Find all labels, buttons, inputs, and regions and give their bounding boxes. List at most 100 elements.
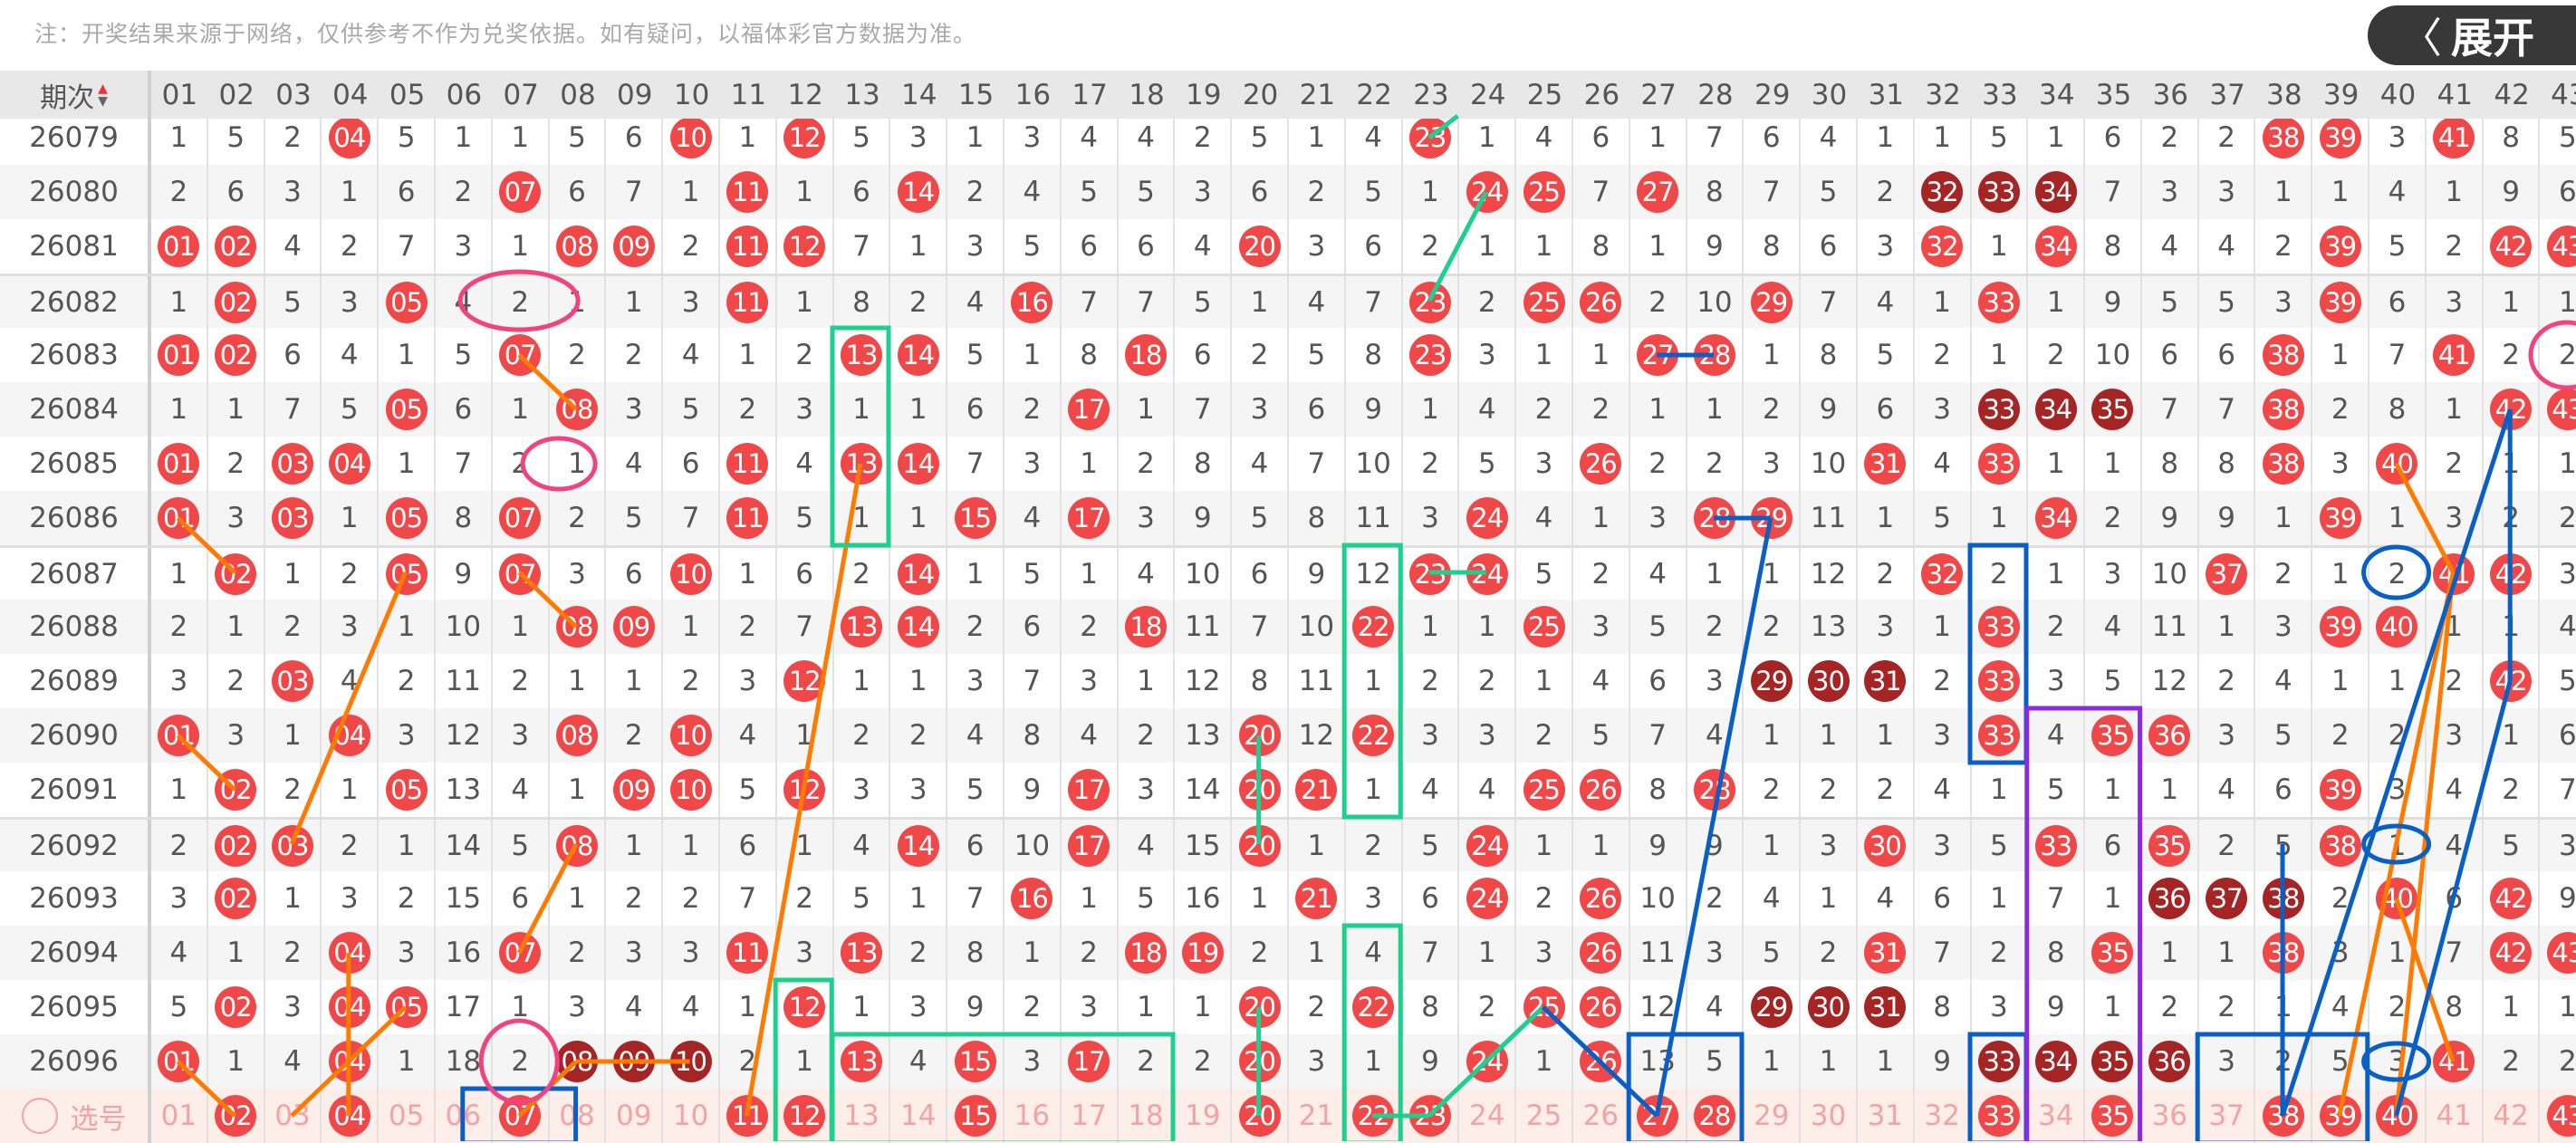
table-row: 26088 2 1 2 3 1 10 1 08 09 1 2 7 13 14 2 6 2 18 11 7 10 22 1 1 25… [0,600,2576,654]
hit-cell: 40 [2369,871,2427,926]
hit-ball: 02 [215,986,257,1028]
selectable-number[interactable]: 16 [1004,1089,1062,1143]
miss-count-cell: 2 [2484,491,2541,545]
selectable-number[interactable]: 13 [834,1089,891,1143]
selectable-number[interactable]: 18 [1119,1089,1176,1143]
hit-ball: 41 [2433,552,2475,595]
selectable-number[interactable]: 26 [1573,1089,1630,1143]
miss-count-cell: 1 [2085,871,2142,926]
hit-cell: 14 [890,165,948,219]
selected-number[interactable]: 27 [1630,1089,1687,1143]
hit-ball: 29 [1750,497,1793,539]
miss-count-cell: 2 [2085,491,2142,545]
miss-count-cell: 11 [1175,600,1233,654]
selected-number[interactable]: 43 [2540,1089,2576,1143]
miss-count-cell: 5 [2369,219,2427,274]
hit-ball: 16 [1011,878,1053,919]
hit-ball: 35 [2091,932,2134,974]
miss-count-cell: 1 [2540,276,2576,328]
selectable-number[interactable]: 01 [151,1089,208,1143]
selected-number[interactable]: 28 [1687,1089,1745,1143]
selectable-number[interactable]: 05 [379,1089,436,1143]
selectable-number[interactable]: 21 [1289,1089,1346,1143]
column-header-41: 41 [2437,78,2473,111]
miss-count-cell: 6 [550,165,607,219]
miss-count-cell: 6 [265,328,322,382]
hit-cell: 35 [2085,382,2142,437]
selectable-number[interactable]: 42 [2484,1089,2541,1143]
hit-cell: 12 [777,654,834,708]
selected-number[interactable]: 39 [2312,1089,2370,1143]
radio-circle-icon[interactable] [21,1098,58,1134]
selectable-number[interactable]: 03 [265,1089,322,1143]
hit-ball: 42 [2490,552,2533,595]
issue-column-header[interactable]: 期次 ▲ ▼ [0,71,151,119]
miss-count-cell: 13 [1801,600,1858,654]
hit-cell: 15 [947,1034,1004,1089]
selectable-number[interactable]: 25 [1516,1089,1573,1143]
hit-cell: 30 [1858,820,1915,871]
selectable-number[interactable]: 14 [890,1089,948,1143]
selectable-number[interactable]: 24 [1459,1089,1517,1143]
selected-number[interactable]: 07 [493,1089,550,1143]
selected-number[interactable]: 22 [1346,1089,1403,1143]
selectable-number[interactable]: 30 [1801,1089,1858,1143]
selected-number[interactable]: 38 [2255,1089,2313,1143]
selectable-number[interactable]: 09 [606,1089,664,1143]
hit-cell: 02 [208,276,265,328]
selectable-number[interactable]: 37 [2199,1089,2256,1143]
selectable-number[interactable]: 06 [436,1089,493,1143]
hit-cell: 14 [890,600,948,654]
miss-count-cell: 2 [2427,219,2484,274]
miss-count-cell: 3 [1573,600,1630,654]
hit-cell: 38 [2255,926,2313,980]
hit-ball: 15 [954,497,996,539]
miss-count-cell: 1 [208,926,265,980]
miss-count-cell: 1 [1972,491,2029,545]
selectable-number[interactable]: 29 [1744,1089,1802,1143]
selected-number[interactable]: 33 [1972,1089,2029,1143]
miss-count-cell: 6 [1630,654,1687,708]
miss-count-cell: 1 [2312,654,2370,708]
selectable-number[interactable]: 36 [2142,1089,2199,1143]
selectable-number[interactable]: 08 [550,1089,607,1143]
miss-count-cell: 3 [2369,1034,2427,1089]
miss-count-cell: 1 [834,491,891,545]
miss-count-cell: 3 [379,708,436,763]
hit-ball: 33 [1977,715,2020,756]
hit-cell: 24 [1459,165,1517,219]
selectable-number[interactable]: 10 [663,1089,720,1143]
miss-count-cell: 6 [606,548,664,600]
hit-cell: 11 [720,491,777,545]
selectable-number[interactable]: 32 [1915,1089,1972,1143]
miss-count-cell: 8 [1004,708,1062,763]
hit-cell: 24 [1459,548,1517,600]
selected-number[interactable]: 12 [777,1089,834,1143]
select-toggle[interactable]: 选号 [0,1089,151,1143]
miss-count-cell: 6 [1289,382,1346,437]
hit-ball: 26 [1580,443,1622,485]
selected-number[interactable]: 04 [322,1089,380,1143]
selectable-number[interactable]: 34 [2028,1089,2086,1143]
sort-toggle-icon[interactable]: ▲ ▼ [98,82,108,108]
selected-number[interactable]: 23 [1403,1089,1460,1143]
expand-button[interactable]: 〈 展开 [2368,5,2576,65]
selectable-number[interactable]: 17 [1062,1089,1119,1143]
selected-number[interactable]: 15 [947,1089,1004,1143]
hit-cell: 40 [2369,437,2427,491]
miss-count-cell: 2 [1062,600,1119,654]
hit-cell: 08 [550,820,607,871]
selected-number[interactable]: 35 [2085,1089,2142,1143]
hit-cell: 22 [1346,980,1403,1034]
hit-cell: 42 [2484,382,2541,437]
miss-count-cell: 1 [1346,1034,1403,1089]
hit-ball: 13 [840,606,882,648]
selectable-number[interactable]: 31 [1858,1089,1915,1143]
hit-ball: 04 [328,443,370,485]
selectable-number[interactable]: 19 [1175,1089,1233,1143]
selected-number[interactable]: 02 [208,1089,265,1143]
selectable-number[interactable]: 41 [2427,1089,2484,1143]
selected-number[interactable]: 11 [720,1089,777,1143]
selected-number[interactable]: 20 [1232,1089,1289,1143]
selected-number[interactable]: 40 [2369,1089,2427,1143]
